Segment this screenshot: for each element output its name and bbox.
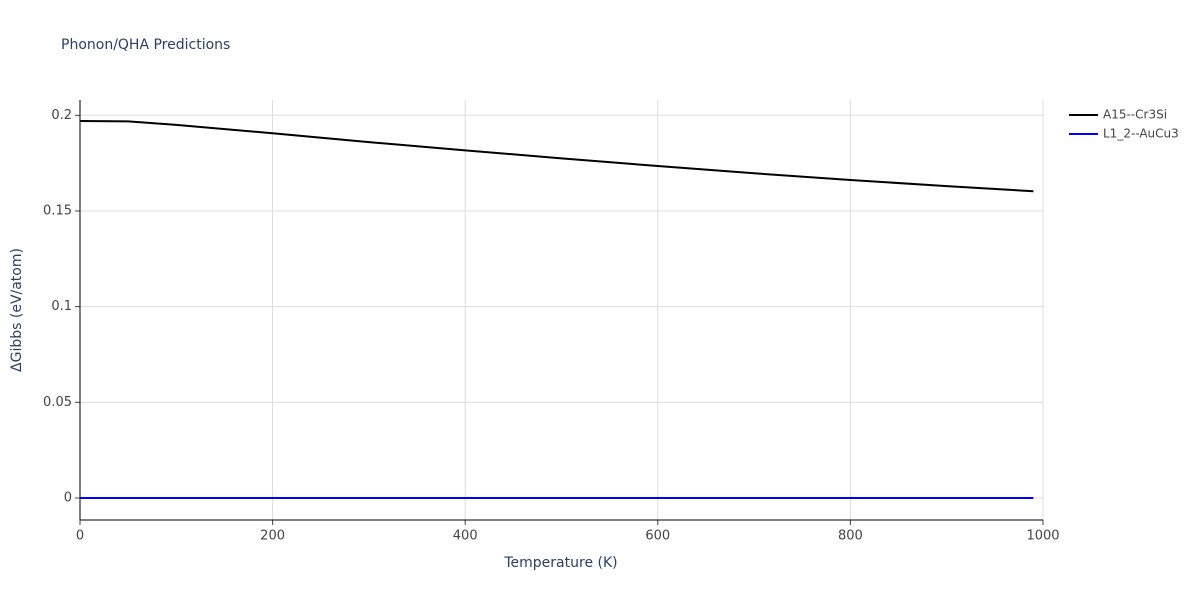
y-tick-label: 0.05 [43,395,72,410]
legend-label: A15--Cr3Si [1103,108,1167,122]
chart-title: Phonon/QHA Predictions [61,37,230,53]
x-tick-label: 400 [453,529,478,544]
y-tick-label: 0.15 [43,203,72,218]
series-line [79,120,1034,193]
x-tick-label: 800 [838,529,863,544]
x-tick-label: 0 [76,529,84,544]
x-tick-label: 600 [645,529,670,544]
legend-label: L1_2--AuCu3 [1103,127,1179,141]
y-axis-title: ΔGibbs (eV/atom) [9,248,25,372]
x-tick-label: 1000 [1026,529,1059,544]
x-axis-title: Temperature (K) [503,555,617,571]
x-tick-label: 200 [260,529,285,544]
y-tick-label: 0.1 [51,299,72,314]
y-tick-label: 0 [64,490,72,505]
y-tick-label: 0.2 [51,108,72,123]
